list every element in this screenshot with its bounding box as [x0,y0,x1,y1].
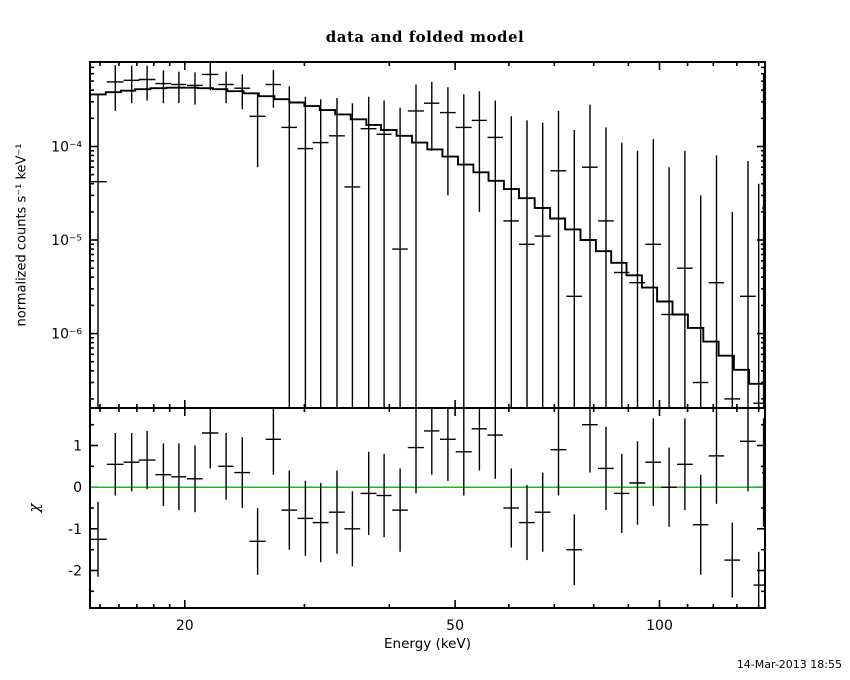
residual-tick-label: -1 [68,522,82,538]
main-panel-frame [89,61,766,409]
plot-title: data and folded model [325,28,525,46]
model-line [90,86,766,400]
y-tick-label: 10⁻⁴ [51,140,82,156]
residual-tick-label: 0 [73,480,82,496]
data-points [90,63,765,408]
residual-panel-frame [89,407,766,609]
x-tick-label: 50 [446,618,464,634]
x-tick-label: 100 [646,618,673,634]
residual-points [90,408,765,608]
x-axis-label: Energy (keV) [384,636,471,652]
timestamp: 14-Mar-2013 18:55 [736,658,842,671]
residual-tick-label: -2 [68,564,82,580]
residual-tick-label: 1 [73,439,82,455]
tick-labels: 20 50 100 10⁻⁴ 10⁻⁵ 10⁻⁶ 1 0 -1 -2 [51,140,673,635]
x-tick-label: 20 [176,618,194,634]
y-tick-label: 10⁻⁵ [51,233,82,249]
y-tick-label: 10⁻⁶ [51,327,82,343]
